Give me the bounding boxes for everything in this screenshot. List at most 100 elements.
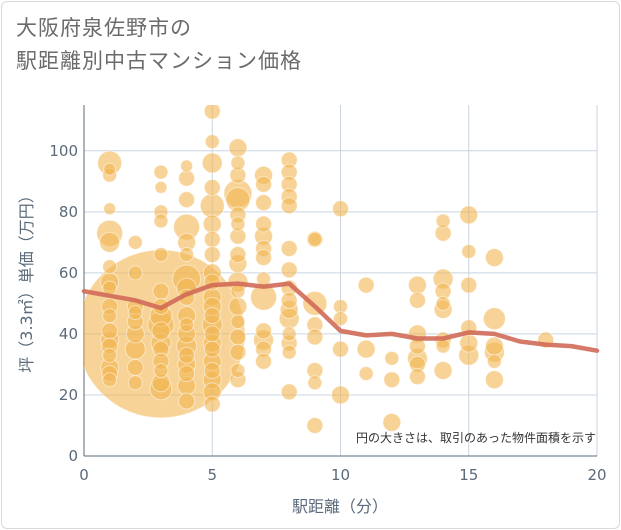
bubble-point (203, 178, 221, 196)
bubble-point (357, 276, 375, 294)
bubble-point (179, 247, 195, 263)
x-tick-label: 5 (207, 466, 217, 484)
bubble-point (102, 372, 118, 388)
bubble-point (153, 247, 169, 263)
bubble-point (356, 339, 376, 359)
bubble-point (280, 239, 298, 257)
bubble-point (127, 234, 143, 250)
bubble-point (201, 152, 223, 174)
bubble-point (307, 231, 323, 247)
y-tick-label: 80 (59, 203, 78, 221)
bubble-point (203, 325, 221, 343)
bubble-point (484, 336, 504, 356)
bubble-point (230, 155, 246, 171)
bubble-point (382, 412, 402, 432)
y-tick-label: 60 (59, 264, 78, 282)
bubble-point (101, 322, 119, 340)
x-tick-label: 0 (79, 466, 89, 484)
bubble-point (151, 321, 171, 341)
bubble-point (332, 340, 349, 358)
bubble-point (255, 175, 273, 193)
bubble-point (178, 365, 196, 383)
bubble-point (229, 343, 247, 361)
bubble-point (306, 416, 324, 434)
bubble-point (103, 162, 117, 176)
bubble-point (484, 370, 504, 390)
x-axis-title: 駅距離（分） (292, 497, 388, 516)
bubble-point (203, 246, 221, 264)
bubble-point (230, 363, 246, 379)
y-axis-title: 坪（3.3㎡）単価（万円） (17, 187, 36, 372)
bubble-point (153, 213, 169, 229)
bubble-point (153, 363, 169, 379)
bubble-point (126, 358, 144, 376)
chart-title: 大阪府泉佐野市の 駅距離別中古マンション価格 (16, 12, 302, 78)
bubble-point (482, 307, 506, 331)
bubble-point (199, 193, 225, 219)
bubble-point (229, 328, 247, 346)
bubble-point (307, 375, 323, 391)
bubble-point (281, 344, 297, 360)
bubble-point (306, 328, 324, 346)
bubble-point (332, 200, 349, 218)
x-tick-label: 20 (587, 466, 606, 484)
axis-ticks: 0 5 10 15 20 0 20 40 60 80 100 (49, 142, 606, 484)
bubble-point (407, 275, 427, 295)
chart-title-line-1: 大阪府泉佐野市の (16, 16, 192, 40)
bubble-point (203, 340, 221, 358)
bubble-point (461, 244, 477, 260)
bubble-point (102, 308, 118, 324)
bubble-point (228, 138, 248, 158)
bubble-point (255, 249, 273, 267)
bubble-point (203, 105, 221, 120)
y-tick-label: 0 (68, 447, 78, 465)
y-tick-label: 100 (49, 142, 78, 160)
bubble-point (153, 164, 169, 180)
bubble-point (383, 371, 401, 389)
bubble-point (435, 295, 451, 311)
bubble-point (203, 395, 221, 413)
bubble-point (333, 311, 348, 327)
bubble-point (255, 352, 273, 370)
x-tick-label: 10 (331, 466, 350, 484)
bubble-point (228, 296, 248, 316)
x-tick-label: 15 (459, 466, 478, 484)
bubble-point (331, 385, 350, 405)
bubble-point (152, 282, 170, 300)
bubble-point (127, 265, 143, 281)
bubble-point (178, 346, 196, 364)
bubble-point (178, 191, 196, 209)
bubble-point (408, 368, 426, 386)
bubble-point (230, 216, 246, 232)
bubble-point (280, 197, 298, 215)
y-tick-label: 20 (59, 386, 78, 404)
average-price-line (81, 281, 600, 353)
bubble-point (178, 392, 196, 410)
bubble-point (180, 159, 194, 173)
bubble-point (280, 261, 298, 279)
bubble-point (102, 347, 118, 363)
bubble-point (408, 291, 426, 309)
bubble-point (203, 362, 221, 380)
bubble-point (204, 134, 220, 150)
bubble-point (127, 305, 143, 321)
bubble-point (255, 322, 273, 340)
bubble-point (460, 276, 478, 294)
bubble-point (102, 259, 118, 275)
bubble-point (280, 383, 298, 401)
trend-layer (81, 281, 600, 353)
bubble-point (178, 169, 196, 187)
bubble-point (203, 307, 221, 325)
bubble-point (255, 215, 273, 233)
bubble-point (280, 291, 298, 309)
bubble-point (384, 350, 400, 366)
bubble-point (484, 248, 504, 268)
y-tick-label: 40 (59, 325, 78, 343)
bubble-point (103, 202, 117, 216)
bubble-point (358, 366, 374, 382)
bubble-point (281, 326, 297, 342)
bubble-point (255, 194, 273, 212)
bubble-point (459, 205, 479, 225)
chart-title-line-2: 駅距離別中古マンション価格 (16, 49, 302, 73)
bubble-point (435, 213, 451, 229)
